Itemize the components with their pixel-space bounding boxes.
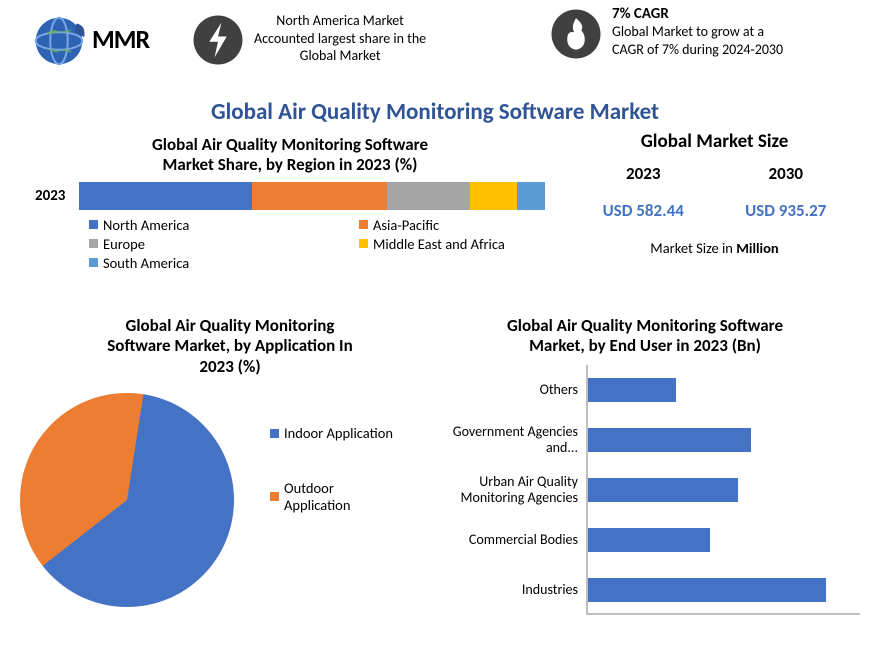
flame-icon	[548, 6, 604, 62]
application-pie-chart: Global Air Quality Monitoring Software M…	[10, 316, 450, 628]
callout-north-america: North America Market Accounted largest s…	[190, 12, 542, 68]
legend-label: Middle East and Africa	[373, 235, 505, 253]
callout-desc: Global Market to grow at a CAGR of 7% du…	[612, 23, 783, 58]
enduser-bar	[588, 478, 738, 502]
market-size-year: 2023	[626, 163, 660, 184]
legend-item: South America	[89, 254, 269, 272]
enduser-bar	[588, 378, 676, 402]
stacked-bar-segment	[517, 182, 545, 210]
region-year-label: 2023	[35, 187, 65, 205]
enduser-row: Commercial Bodies	[588, 528, 860, 552]
legend-item: North America	[89, 216, 269, 234]
market-size-panel: Global Market Size 2023 2030 USD 582.44 …	[572, 130, 857, 257]
enduser-row: Industries	[588, 578, 860, 602]
legend-label: Indoor Application	[284, 425, 393, 442]
pie-chart	[20, 393, 234, 607]
enduser-label: Others	[430, 382, 578, 397]
legend-swatch	[89, 258, 98, 267]
legend-swatch	[270, 492, 279, 501]
application-chart-title: Global Air Quality Monitoring Software M…	[10, 316, 450, 377]
enduser-chart-area: Others Government Agencies and... Urban Ai…	[586, 365, 860, 615]
legend-label: Europe	[103, 235, 145, 253]
region-chart-title: Global Air Quality Monitoring Software M…	[35, 135, 545, 176]
stacked-bar-segment	[252, 182, 387, 210]
legend-label: Asia-Pacific	[373, 216, 439, 234]
legend-item: Asia-Pacific	[359, 216, 539, 234]
region-share-chart: Global Air Quality Monitoring Software M…	[35, 135, 545, 272]
enduser-chart-title: Global Air Quality Monitoring Software M…	[430, 316, 860, 357]
stacked-bar	[79, 182, 545, 210]
legend-item: Middle East and Africa	[359, 235, 539, 253]
brand-text: MMR	[92, 23, 149, 55]
stacked-bar-segment	[79, 182, 251, 210]
callout-cagr: 7% CAGR Global Market to grow at a CAGR …	[548, 6, 858, 62]
callout-desc: North America Market Accounted largest s…	[254, 12, 426, 65]
legend-swatch	[89, 220, 98, 229]
region-legend: North America Asia-Pacific Europe Middle Ea…	[35, 216, 545, 272]
legend-swatch	[359, 239, 368, 248]
legend-swatch	[270, 429, 279, 438]
stacked-bar-segment	[470, 182, 517, 210]
legend-item: Indoor Application	[270, 425, 394, 442]
enduser-row: Others	[588, 378, 860, 402]
enduser-bar	[588, 578, 826, 602]
legend-label: North America	[103, 216, 189, 234]
enduser-bar	[588, 528, 710, 552]
header: MMR North America Market Accounted large…	[0, 6, 870, 84]
application-legend: Indoor Application Outdoor Application	[270, 425, 394, 513]
enduser-label: Industries	[430, 582, 578, 597]
enduser-label: Urban Air Quality Monitoring Agencies	[430, 474, 578, 505]
legend-swatch	[359, 220, 368, 229]
enduser-bar	[588, 428, 751, 452]
bolt-icon	[190, 12, 246, 68]
legend-item: Outdoor Application	[270, 480, 394, 513]
enduser-label: Government Agencies and...	[430, 424, 578, 455]
market-size-value: USD 935.27	[745, 200, 826, 221]
enduser-label: Commercial Bodies	[430, 532, 578, 547]
market-size-title: Global Market Size	[572, 130, 857, 153]
stacked-bar-segment	[387, 182, 471, 210]
legend-item: Europe	[89, 235, 269, 253]
enduser-row: Urban Air Quality Monitoring Agencies	[588, 478, 860, 502]
legend-swatch	[89, 239, 98, 248]
enduser-bar-chart: Global Air Quality Monitoring Software M…	[430, 316, 860, 615]
market-size-value: USD 582.44	[603, 200, 684, 221]
market-size-footnote: Market Size in Million	[572, 239, 857, 257]
main-title: Global Air Quality Monitoring Software M…	[0, 98, 870, 126]
legend-label: Outdoor Application	[284, 480, 394, 513]
callout-heading: 7% CAGR	[612, 6, 783, 23]
enduser-row: Government Agencies and...	[588, 428, 860, 452]
brand-logo: MMR	[28, 8, 149, 70]
legend-label: South America	[103, 254, 189, 272]
globe-icon	[28, 8, 90, 70]
market-size-year: 2030	[769, 163, 803, 184]
